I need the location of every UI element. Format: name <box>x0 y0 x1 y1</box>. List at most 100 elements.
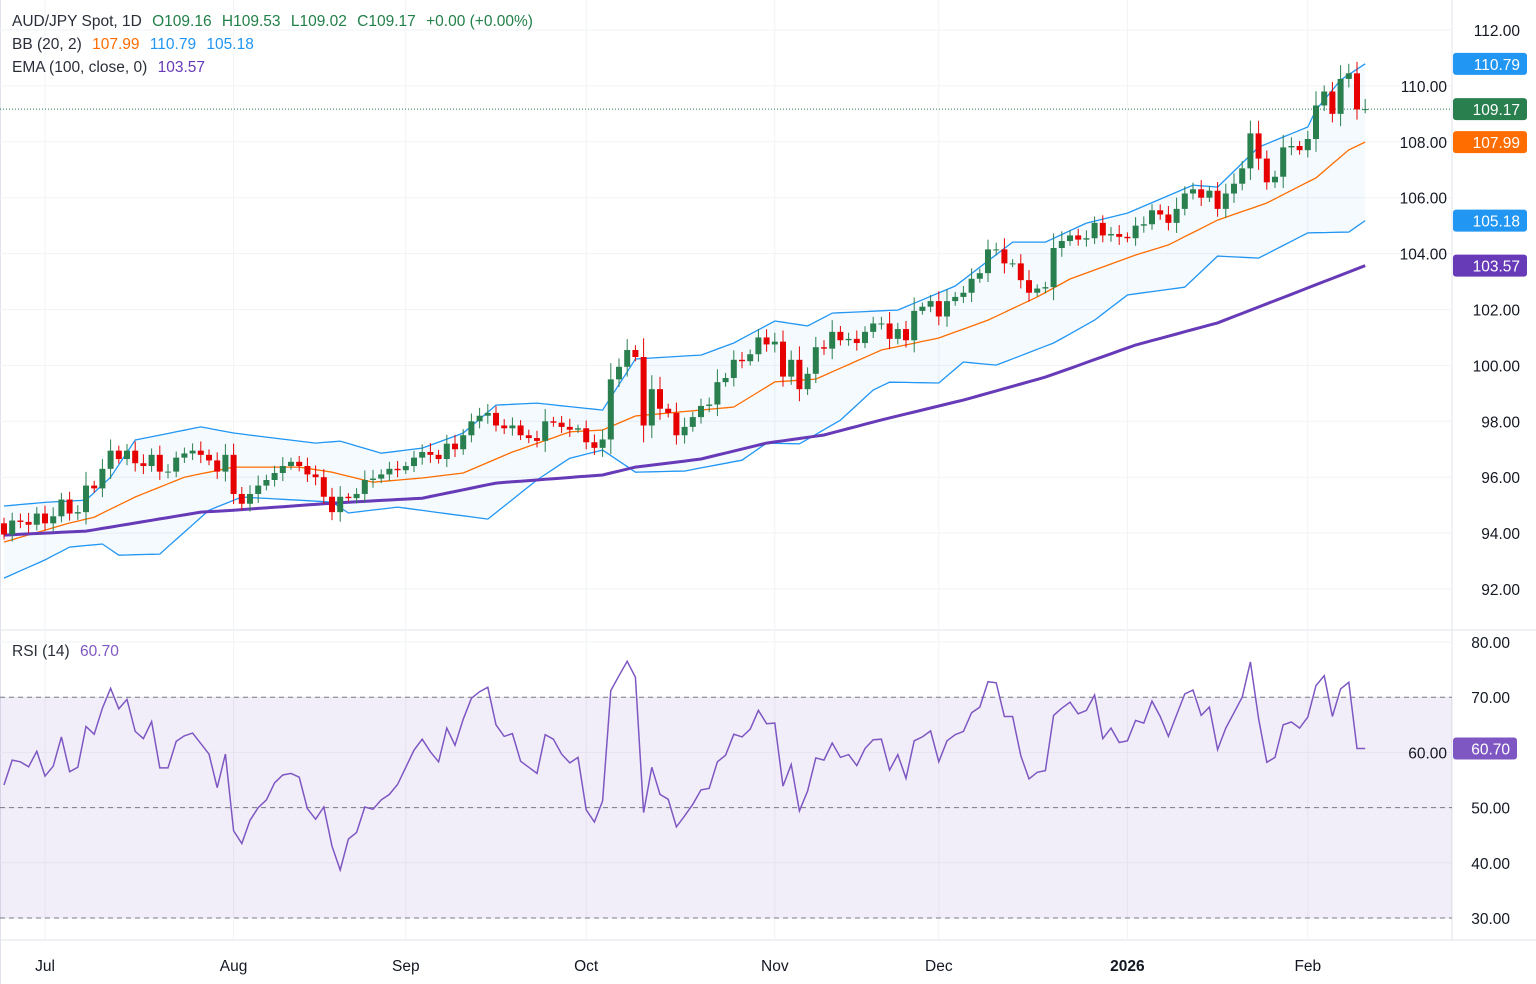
candle-body <box>337 496 344 513</box>
candle-body <box>33 513 40 525</box>
candle <box>329 487 335 521</box>
candle-body <box>624 350 631 367</box>
low-value: L109.02 <box>290 13 347 30</box>
candle-body <box>1132 225 1139 239</box>
candle <box>812 336 819 384</box>
candle <box>1058 231 1065 257</box>
candle <box>1042 281 1049 294</box>
price-badge-label: 110.79 <box>1474 57 1520 74</box>
candle-body <box>1362 109 1369 111</box>
candle-body <box>911 310 918 341</box>
candle <box>1 517 7 540</box>
candle <box>829 320 836 360</box>
candle <box>1157 204 1164 220</box>
candle-body <box>1255 133 1262 159</box>
candle-body <box>132 450 139 464</box>
candle <box>1173 197 1180 233</box>
candle-body <box>1108 234 1114 236</box>
candle <box>952 291 959 306</box>
bb-lower-line <box>3 220 1366 579</box>
candle <box>402 461 409 474</box>
candle <box>985 239 991 282</box>
candle <box>1239 161 1246 191</box>
candle <box>1124 232 1131 243</box>
candle-body <box>968 278 975 293</box>
candle-body <box>673 412 680 436</box>
candle-body <box>1239 168 1246 184</box>
ema-legend: EMA (100, close, 0) 103.57 <box>12 58 211 78</box>
candle-body <box>91 485 98 489</box>
candle <box>222 443 229 482</box>
candle <box>919 302 926 315</box>
candle <box>1165 206 1172 231</box>
candle-body <box>853 338 860 344</box>
candle <box>624 339 631 377</box>
candle-body <box>230 454 237 494</box>
price-axis-label: 104.00 <box>1400 247 1448 264</box>
candle-body <box>279 466 286 474</box>
candle-body <box>1190 189 1196 194</box>
candle <box>1050 233 1057 301</box>
symbol-title[interactable]: AUD/JPY Spot, 1D <box>12 13 142 30</box>
candle <box>181 447 188 463</box>
candle-body <box>1050 248 1057 288</box>
candle <box>33 507 40 531</box>
candle-body <box>714 382 721 405</box>
candle-body <box>1198 189 1205 198</box>
candle-body <box>640 357 647 426</box>
candle-body <box>1 523 7 535</box>
candle-body <box>386 468 393 475</box>
candle <box>9 512 16 542</box>
candle-body <box>1026 280 1032 293</box>
candle-body <box>1034 288 1041 293</box>
price-axis-label: 102.00 <box>1473 303 1521 320</box>
candle-body <box>894 329 901 339</box>
candle-body <box>124 450 130 460</box>
candle-body <box>1272 176 1278 183</box>
candle-body <box>370 478 376 480</box>
bb-lower-value: 105.18 <box>206 36 254 53</box>
candle <box>944 289 950 327</box>
candle-body <box>599 439 606 448</box>
candle <box>509 417 516 436</box>
candle-body <box>870 323 877 332</box>
candle <box>91 480 98 493</box>
time-axis-label: Nov <box>761 958 789 975</box>
candles <box>1 61 1369 542</box>
candle-body <box>1017 263 1024 281</box>
candle <box>804 367 811 395</box>
candle <box>1288 137 1295 156</box>
rsi-axis-label: 50.00 <box>1471 801 1510 818</box>
candle <box>1091 216 1098 245</box>
candle-body <box>985 249 991 274</box>
candle-body <box>263 479 270 486</box>
candle <box>862 326 868 349</box>
candle <box>493 406 499 432</box>
candle <box>476 407 483 429</box>
candle <box>1255 120 1262 170</box>
candle <box>591 434 598 455</box>
candle <box>238 486 245 511</box>
candle <box>124 443 130 466</box>
candle-body <box>345 496 352 499</box>
candle <box>632 345 639 362</box>
rsi-label[interactable]: RSI (14) <box>12 643 70 660</box>
price-axis-label: 110.00 <box>1401 79 1448 96</box>
candle-body <box>238 493 245 504</box>
time-axis-label: Aug <box>220 958 248 975</box>
candle <box>1001 238 1008 274</box>
candle <box>247 485 253 512</box>
candle-body <box>66 499 73 514</box>
candle <box>673 402 680 445</box>
price-axis-label: 94.00 <box>1481 526 1520 543</box>
ema-label[interactable]: EMA (100, close, 0) <box>12 59 148 76</box>
bb-label[interactable]: BB (20, 2) <box>12 36 82 53</box>
candle-body <box>1001 249 1008 264</box>
bb-legend: BB (20, 2) 107.99 110.79 105.18 <box>12 35 260 55</box>
candle-body <box>1354 73 1360 110</box>
candle <box>1026 270 1032 302</box>
candle-body <box>583 428 590 443</box>
candle-body <box>591 442 598 448</box>
candle-body <box>1222 193 1229 209</box>
